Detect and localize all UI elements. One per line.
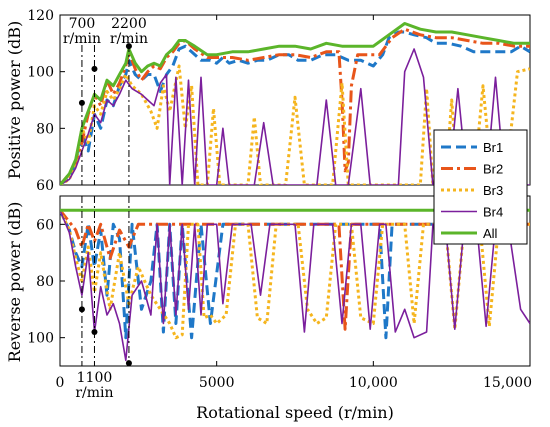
x-tick-label: 10,000 xyxy=(349,375,398,391)
top-panel: 60 80 100 120 Positive power (dB) xyxy=(5,8,531,194)
legend-entry-br1: Br1 xyxy=(441,140,503,155)
top-marker-point xyxy=(125,43,132,50)
top-markers xyxy=(78,43,132,185)
series-br3-top-line xyxy=(60,64,530,185)
legend-box xyxy=(433,129,528,245)
annotation-line1: 700 xyxy=(69,16,96,32)
legend-entry-all: All xyxy=(441,226,498,241)
bottom-marker-point xyxy=(78,306,85,313)
x-tick-label: 15,000 xyxy=(483,375,532,391)
legend-entry-br3: Br3 xyxy=(441,183,503,198)
annotation-line2: r/min xyxy=(63,31,101,47)
legend-entry-br2: Br2 xyxy=(441,162,503,177)
legend-label: Br3 xyxy=(483,183,503,198)
bottom-y-ticks: 60 80 100 xyxy=(27,217,65,347)
legend: Br1 Br2 Br3 Br4 All xyxy=(433,129,528,245)
top-y-tick-label: 100 xyxy=(27,65,54,81)
top-marker-point xyxy=(91,65,98,72)
top-y-ticks: 60 80 100 120 xyxy=(27,8,65,194)
annotation-line1: 2200 xyxy=(111,16,147,32)
bottom-markers xyxy=(78,196,132,367)
top-marker-point xyxy=(78,99,85,106)
x-tick-label: 0 xyxy=(56,375,65,391)
annotation-line2: r/min xyxy=(75,385,113,401)
series-all-top-line xyxy=(60,22,530,185)
bottom-marker-point xyxy=(125,360,132,367)
x-tick-label: 5000 xyxy=(199,375,235,391)
legend-label: Br2 xyxy=(483,162,503,177)
bottom-y-tick-label: 100 xyxy=(27,331,54,347)
top-y-tick-label: 120 xyxy=(27,8,54,24)
bottom-y-tick-label: 60 xyxy=(36,217,54,233)
top-y-axis-label: Positive power (dB) xyxy=(5,21,24,179)
legend-label: Br4 xyxy=(483,205,503,220)
legend-entry-br4: Br4 xyxy=(441,205,503,220)
series-br2-top-line xyxy=(60,27,530,185)
annotation-line1: 1100 xyxy=(77,370,113,386)
series-br4-top-line xyxy=(60,48,530,185)
legend-label: All xyxy=(483,226,498,241)
bottom-marker-point xyxy=(91,329,98,335)
bottom-y-tick-label: 80 xyxy=(36,274,54,290)
series-br2-bottom-line xyxy=(60,209,530,331)
top-y-tick-label: 60 xyxy=(36,178,54,194)
top-series xyxy=(60,22,530,185)
annotation-line2: r/min xyxy=(110,31,148,47)
x-ticks: 0 5000 10,000 15,000 xyxy=(56,15,532,391)
x-axis-label: Rotational speed (r/min) xyxy=(196,403,394,422)
top-y-tick-label: 80 xyxy=(36,121,54,137)
bottom-panel: 60 80 100 Reverse power (dB) xyxy=(5,195,531,367)
legend-label: Br1 xyxy=(483,140,503,155)
bottom-y-axis-label: Reverse power (dB) xyxy=(5,202,24,363)
